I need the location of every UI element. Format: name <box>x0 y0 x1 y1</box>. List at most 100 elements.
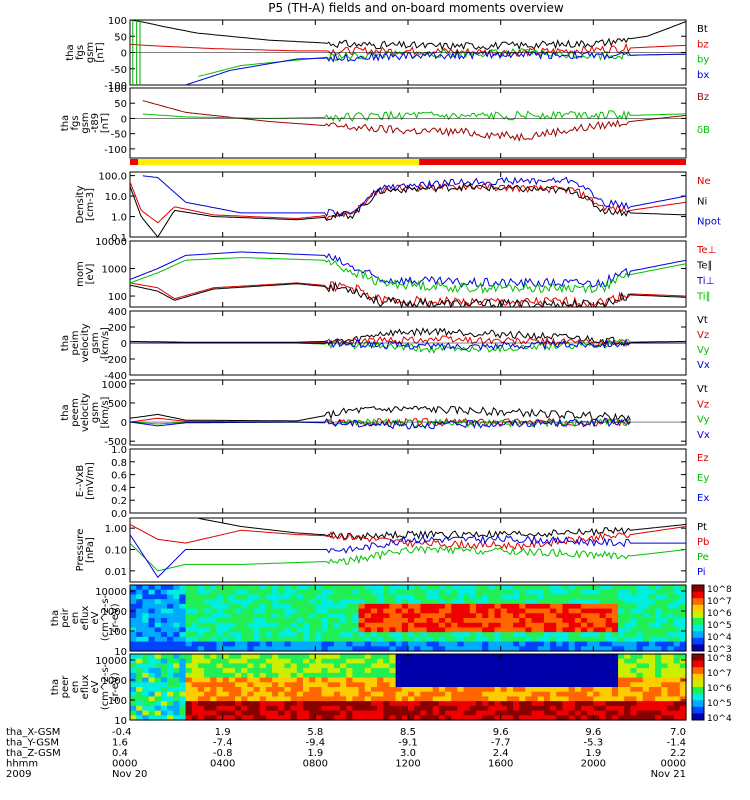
heatmap-cell <box>519 594 526 600</box>
heatmap-cell <box>253 608 261 614</box>
heatmap-cell <box>364 641 372 647</box>
heatmap-cell <box>593 646 601 652</box>
heatmap-cell <box>661 622 669 629</box>
figure-title: P5 (TH-A) fields and on-board moments ov… <box>268 1 564 15</box>
heatmap-cell <box>185 627 193 633</box>
heatmap-cell <box>445 603 452 610</box>
ephemeris-value: -7.7 <box>491 738 511 749</box>
heatmap-cell <box>624 627 631 633</box>
heatmap-cell <box>377 594 384 600</box>
heatmap-cell <box>593 636 601 643</box>
heatmap-cell <box>179 672 187 679</box>
ephemeris-value: 0000 <box>112 759 137 770</box>
heatmap-cell <box>414 696 421 702</box>
heatmap-cell <box>500 632 508 638</box>
heatmap-cell <box>340 668 347 674</box>
heatmap-cell <box>185 691 193 698</box>
heatmap-cell <box>525 636 533 643</box>
heatmap-cell <box>543 691 551 698</box>
heatmap-cell <box>475 663 483 669</box>
heatmap-cell <box>513 715 520 721</box>
colorbar-segment <box>692 706 704 714</box>
heatmap-cell <box>327 701 335 707</box>
heatmap-cell <box>179 603 187 610</box>
heatmap-cell <box>130 710 137 716</box>
y-axis-label: peim <box>70 330 81 355</box>
heatmap-cell <box>191 636 199 643</box>
heatmap-cell <box>136 701 143 707</box>
heatmap-cell <box>475 672 483 679</box>
heatmap-cell <box>272 641 279 647</box>
heatmap-cell <box>352 701 360 707</box>
heatmap-cell <box>426 641 434 647</box>
heatmap-cell <box>556 682 564 688</box>
heatmap-cell <box>648 632 656 638</box>
heatmap-cell <box>432 696 440 702</box>
heatmap-cell <box>445 696 452 702</box>
heatmap-cell <box>148 632 156 638</box>
heatmap-cell <box>142 585 150 591</box>
heatmap-cell <box>235 705 242 712</box>
heatmap-cell <box>333 608 341 614</box>
heatmap-cell <box>228 682 236 688</box>
heatmap-cell <box>655 608 662 614</box>
heatmap-cell <box>667 632 675 638</box>
heatmap-cell <box>587 594 594 600</box>
heatmap-cell <box>395 603 403 610</box>
heatmap-cell <box>309 603 316 610</box>
colorbar-segment <box>692 611 704 619</box>
heatmap-cell <box>228 696 236 702</box>
heatmap-cell <box>272 687 279 693</box>
y-tick-label: 1.0 <box>111 445 127 456</box>
heatmap-cell <box>414 672 421 679</box>
heatmap-cell <box>525 613 533 619</box>
heatmap-cell <box>154 589 162 596</box>
heatmap-cell <box>352 632 360 638</box>
heatmap-cell <box>457 658 465 665</box>
heatmap-cell <box>377 641 384 647</box>
heatmap-cell <box>278 677 286 683</box>
heatmap-cell <box>247 599 255 605</box>
heatmap-cell <box>309 599 316 605</box>
heatmap-cell <box>593 691 601 698</box>
heatmap-cell <box>148 654 156 660</box>
heatmap-cell <box>358 618 366 624</box>
heatmap-cell <box>228 691 236 698</box>
heatmap-cell <box>636 701 644 707</box>
heatmap-cell <box>148 613 156 619</box>
heatmap-cell <box>136 613 143 619</box>
heatmap-cell <box>426 622 434 629</box>
heatmap-cell <box>154 715 162 721</box>
heatmap-cell <box>630 603 638 610</box>
colorbar-segment <box>692 660 704 668</box>
heatmap-cell <box>500 636 508 643</box>
heatmap-cell <box>673 603 681 610</box>
heatmap-cell <box>377 696 384 702</box>
heatmap-cell <box>624 654 631 660</box>
heatmap-cell <box>265 663 273 669</box>
heatmap-cell <box>377 622 384 629</box>
heatmap-cell <box>618 663 625 669</box>
heatmap-cell <box>408 654 415 660</box>
heatmap-cell <box>500 613 508 619</box>
heatmap-cell <box>648 691 656 698</box>
heatmap-cell <box>340 687 347 693</box>
heatmap-cell <box>673 585 681 591</box>
heatmap-cell <box>636 585 644 591</box>
heatmap-cell <box>642 687 650 693</box>
heatmap-cell <box>624 658 631 665</box>
heatmap-cell <box>568 636 576 643</box>
heatmap-cell <box>667 654 675 660</box>
legend-label: bz <box>697 39 709 50</box>
heatmap-cell <box>290 603 298 610</box>
legend-label: Bt <box>697 24 708 35</box>
heatmap-cell <box>290 672 298 679</box>
heatmap-cell <box>278 585 286 591</box>
heatmap-cell <box>130 715 137 721</box>
heatmap-cell <box>537 701 545 707</box>
heatmap-cell <box>642 677 650 683</box>
heatmap-cell <box>160 603 168 610</box>
heatmap-cell <box>648 677 656 683</box>
heatmap-cell <box>222 603 230 610</box>
